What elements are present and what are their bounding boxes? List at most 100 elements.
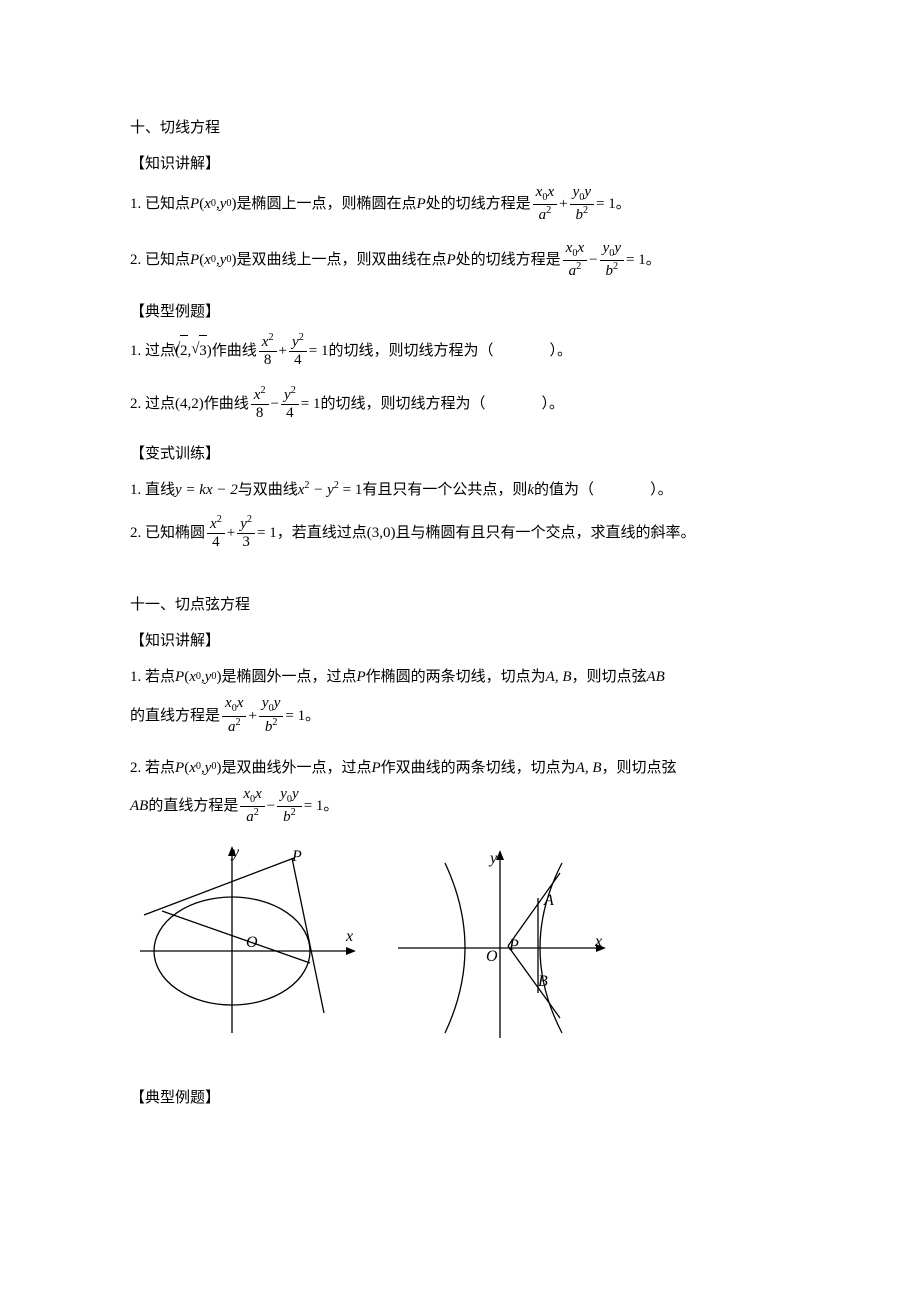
text: 1. 直线 — [130, 475, 175, 505]
text: 作曲线 — [212, 336, 257, 366]
sup: 2 — [291, 807, 296, 818]
text: 作椭圆的两条切线，切点为 — [366, 662, 546, 692]
var-y: y — [205, 662, 212, 692]
s11-k2-line2: AB 的直线方程是 x0x a2 − y0y b2 = 1 。 — [130, 787, 790, 825]
fraction: x2 8 — [259, 333, 277, 368]
eq: y = kx − 2 — [175, 475, 238, 505]
num: x — [237, 695, 244, 711]
val: 2 — [180, 343, 188, 359]
s11-k2-line1: 2. 若点 P(x0, y0) 是双曲线外一点，过点 P 作双曲线的两条切线，切… — [130, 753, 790, 783]
s10-k2: 2. 已知点 P(x0, y0) 是双曲线上一点，则双曲线在点 P 处的切线方程… — [130, 241, 790, 279]
val: 3 — [199, 343, 207, 359]
num: y — [262, 695, 269, 711]
ellipse-diagram: yPOx — [140, 843, 360, 1038]
fraction: y0y b2 — [570, 185, 594, 223]
sqrt3: √3 — [199, 335, 207, 366]
AB: AB — [647, 662, 665, 692]
minus: − — [271, 389, 279, 419]
num: y — [280, 786, 287, 802]
num: y — [292, 334, 299, 350]
svg-text:P: P — [291, 848, 302, 865]
num: x — [547, 184, 554, 200]
sup: 2 — [254, 807, 259, 818]
text: 2. 若点 — [130, 753, 175, 783]
text: 的直线方程是 — [130, 701, 220, 731]
text: 1. 过点 — [130, 336, 175, 366]
s10-e2: 2. 过点 (4,2) 作曲线 x2 8 − y2 4 = 1 的切线，则切线方… — [130, 386, 790, 421]
fraction: x2 8 — [251, 386, 269, 421]
fraction: y0y b2 — [277, 787, 301, 825]
var-P: P — [175, 662, 184, 692]
plus: + — [559, 189, 567, 219]
text: 2. 已知点 — [130, 245, 190, 275]
text: 是椭圆上一点，则椭圆在点 — [236, 189, 416, 219]
num: x — [225, 695, 232, 711]
den: a — [539, 207, 547, 223]
svg-text:x: x — [594, 933, 602, 950]
den: 8 — [261, 352, 275, 368]
sup: 2 — [576, 261, 581, 272]
text: 1. 已知点 — [130, 189, 190, 219]
eq: = 1 — [304, 791, 324, 821]
examples-head-11: 【典型例题】 — [130, 1083, 790, 1113]
period: 。 — [305, 701, 320, 731]
AB: A, B — [576, 753, 602, 783]
text: 的直线方程是 — [148, 791, 238, 821]
svg-text:y: y — [230, 844, 240, 861]
text: 处的切线方程是 — [456, 245, 561, 275]
section-10-title: 十、切线方程 — [130, 113, 790, 143]
sup: 2 — [546, 205, 551, 216]
den: b — [576, 207, 584, 223]
var-x: x — [189, 662, 196, 692]
text: 是椭圆外一点，过点 — [221, 662, 356, 692]
text: 处的切线方程是 — [426, 189, 531, 219]
fraction: x0x a2 — [222, 696, 246, 734]
svg-text:O: O — [486, 948, 498, 965]
var-x: x — [189, 753, 196, 783]
text: ）。 — [550, 336, 573, 366]
fraction: y2 3 — [237, 515, 255, 550]
svg-text:y: y — [488, 850, 498, 867]
text: 有且只有一个公共点，则 — [362, 475, 527, 505]
den: a — [569, 263, 577, 279]
sup: 2 — [260, 385, 265, 396]
text: 的值为（ — [534, 475, 594, 505]
text: 2. 过点 — [130, 389, 175, 419]
sup: 2 — [235, 717, 240, 728]
var-P: P — [446, 245, 455, 275]
examples-head-10: 【典型例题】 — [130, 297, 790, 327]
text: 且与椭圆有且只有一个交点，求直线的斜率。 — [396, 518, 696, 548]
eq: = 1 — [257, 518, 277, 548]
sup: 2 — [299, 332, 304, 343]
period: 。 — [646, 245, 661, 275]
den: b — [606, 263, 614, 279]
svg-text:O: O — [246, 934, 258, 951]
diagram-row: yPOx yOxPAB — [140, 843, 790, 1043]
knowledge-head-11: 【知识讲解】 — [130, 626, 790, 656]
variation-head-10: 【变式训练】 — [130, 439, 790, 469]
fraction: x0x a2 — [563, 241, 587, 279]
svg-text:A: A — [543, 892, 554, 909]
eq: = 1 — [285, 701, 305, 731]
text: 1. 若点 — [130, 662, 175, 692]
fraction: y2 4 — [281, 386, 299, 421]
var-k: k — [527, 475, 534, 505]
num: y — [284, 387, 291, 403]
text: ）。 — [542, 389, 565, 419]
s11-k1-line1: 1. 若点 P(x0, y0) 是椭圆外一点，过点 P 作椭圆的两条切线，切点为… — [130, 662, 790, 692]
hyp: x2 − y2 = 1 — [298, 475, 363, 505]
s10-v2: 2. 已知椭圆 x2 4 + y2 3 = 1 ，若直线过点 (3,0) 且与椭… — [130, 515, 790, 550]
den: 3 — [239, 534, 253, 550]
var-P: P — [190, 189, 199, 219]
AB: A, B — [546, 662, 572, 692]
den: b — [283, 809, 291, 825]
hyperbola-diagram: yOxPAB — [390, 843, 610, 1043]
text: ，若直线过点 — [277, 518, 367, 548]
num: y — [292, 786, 299, 802]
knowledge-head-10: 【知识讲解】 — [130, 149, 790, 179]
fraction: y0y b2 — [259, 696, 283, 734]
section-11-title: 十一、切点弦方程 — [130, 590, 790, 620]
sqrt2: √2 — [180, 335, 188, 366]
text: 是双曲线上一点，则双曲线在点 — [236, 245, 446, 275]
eq: = 1 — [301, 389, 321, 419]
